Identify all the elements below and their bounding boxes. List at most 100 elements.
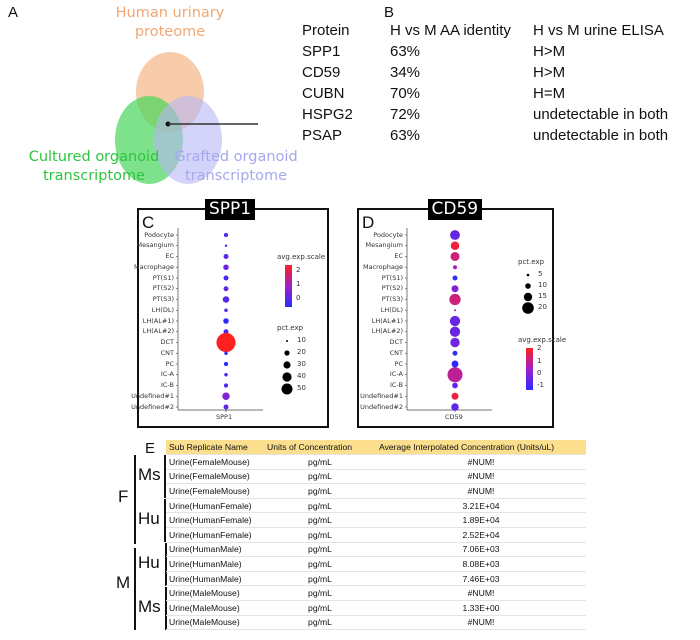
venn-label-grafted: Grafted organoid transcriptome (166, 148, 306, 186)
dot-podocyte (450, 230, 460, 240)
dot-ic-a (447, 367, 463, 383)
table-cell: H>M (533, 64, 566, 81)
dot-ec (223, 254, 229, 259)
row-label: DCT (160, 338, 174, 346)
dot-lh(al#2) (449, 326, 461, 337)
dot-undefined#1 (451, 392, 459, 400)
elisa-table: Sub Replicate Name Units of Concentratio… (166, 440, 586, 631)
concentration: 2.52E+04 (376, 527, 586, 543)
color-legend-tick: 2 (296, 265, 301, 274)
color-legend-tick: 0 (296, 293, 301, 302)
size-legend-tick: 20 (297, 348, 306, 356)
color-bar (526, 348, 533, 390)
dot-lh(dl) (453, 309, 457, 312)
concentration: 1.89E+04 (376, 512, 586, 529)
sub-bracket (164, 455, 166, 498)
sub-replicate-name: Urine(HumanFemale) (166, 512, 264, 529)
row-label: Podocyte (144, 230, 174, 239)
table-cell: 34% (390, 64, 421, 81)
panel-label: D (362, 213, 375, 232)
table-row: Urine(FemaleMouse) pg/mL #NUM! (166, 469, 586, 485)
row-label: Mesangium (136, 241, 174, 250)
group-male-mouse-label: Ms (138, 597, 161, 616)
sub-bracket (165, 543, 167, 586)
sub-replicate-name: Urine(HumanFemale) (166, 527, 264, 543)
units: pg/mL (264, 512, 376, 529)
dot-mesangium (224, 244, 228, 247)
concentration: 3.21E+04 (376, 498, 586, 514)
row-label: PT(S3) (152, 295, 174, 303)
table-cell: 72% (390, 106, 421, 123)
color-legend-title: avg.exp.scale (518, 336, 567, 344)
size-legend-tick: 40 (297, 372, 306, 380)
table-header-row: Sub Replicate Name Units of Concentratio… (166, 440, 586, 456)
venn-label-cultured-line2: transcriptome (42, 168, 146, 184)
row-label: Podocyte (373, 230, 403, 239)
units: pg/mL (264, 571, 376, 587)
female-bracket (134, 455, 136, 544)
concentration: #NUM! (376, 615, 586, 631)
dot-mesangium (450, 241, 460, 251)
units: pg/mL (264, 454, 376, 470)
size-legend-tick: 50 (297, 384, 306, 392)
table-row: Urine(HumanFemale) pg/mL 3.21E+04 (166, 498, 586, 514)
size-legend-tick: 30 (297, 360, 306, 368)
sub-replicate-name: Urine(HumanMale) (166, 542, 264, 558)
row-label: IC-B (389, 381, 403, 389)
row-label: LH(AL#1) (371, 316, 403, 325)
row-label: LH(AL#1) (142, 316, 174, 325)
size-legend-dot (286, 340, 288, 342)
dot-undefined#2 (451, 403, 459, 411)
dot-pt(s2) (451, 285, 459, 293)
panel-label: C (142, 213, 155, 232)
male-bracket (134, 548, 136, 630)
group-female-mouse-label: Ms (138, 465, 161, 484)
units: pg/mL (264, 498, 376, 514)
row-label: Undefined#2 (360, 402, 403, 411)
dot-ec (450, 252, 460, 261)
sub-replicate-name: Urine(HumanFemale) (166, 498, 264, 514)
table-cell: H=M (533, 85, 566, 102)
plot-title: CD59 (427, 199, 483, 220)
dot-cnt (452, 350, 458, 356)
row-label: IC-A (389, 370, 403, 379)
sub-replicate-name: Urine(MaleMouse) (166, 600, 264, 616)
table-row: Urine(HumanMale) pg/mL 8.08E+03 (166, 556, 586, 572)
dot-lh(al#1) (223, 318, 229, 324)
row-label: Undefined#1 (360, 391, 403, 400)
units: pg/mL (264, 527, 376, 543)
x-tick-label: CD59 (445, 413, 463, 421)
concentration: 1.33E+00 (376, 600, 586, 616)
row-label: PT(S1) (152, 273, 174, 282)
venn-diagram (115, 52, 258, 184)
table-row: Urine(MaleMouse) pg/mL #NUM! (166, 585, 586, 602)
table-cell: PSAP (302, 127, 343, 144)
venn-grafted-circle (154, 96, 222, 184)
table-row: Urine(HumanFemale) pg/mL 1.89E+04 (166, 512, 586, 529)
dot-macrophage (452, 265, 458, 270)
sub-replicate-name: Urine(FemaleMouse) (166, 483, 264, 499)
size-legend-tick: 10 (297, 336, 306, 344)
x-tick-label: SPP1 (216, 413, 233, 421)
venn-label-cultured-line1: Cultured organoid (28, 149, 160, 165)
venn-label-grafted-line2: transcriptome (184, 168, 288, 184)
table-cell: CD59 (302, 64, 341, 81)
concentration: #NUM! (376, 585, 586, 602)
size-legend-tick: 20 (538, 303, 547, 311)
units: pg/mL (264, 542, 376, 558)
row-label: LH(DL) (151, 305, 174, 314)
row-label: Undefined#2 (131, 402, 174, 411)
dot-ic-b (223, 383, 229, 388)
table-row: Urine(HumanFemale) pg/mL 2.52E+04 (166, 527, 586, 543)
group-female-label: F (118, 487, 129, 506)
venn-label-cultured: Cultured organoid transcriptome (14, 148, 174, 186)
dot-pt(s3) (449, 293, 461, 306)
row-label: PT(S1) (381, 273, 403, 282)
table-cell: undetectable in both (533, 127, 669, 144)
row-label: LH(DL) (380, 305, 403, 314)
row-label: IC-A (160, 370, 174, 379)
concentration: #NUM! (376, 483, 586, 499)
panel-a-label: A (8, 4, 19, 21)
row-label: IC-B (160, 381, 174, 389)
venn-label-grafted-line1: Grafted organoid (174, 149, 298, 165)
